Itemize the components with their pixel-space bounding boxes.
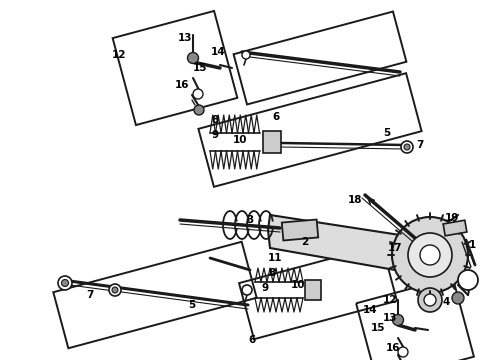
Circle shape (188, 53, 198, 63)
Circle shape (392, 315, 403, 325)
Polygon shape (443, 220, 467, 236)
Circle shape (418, 288, 442, 312)
Text: 14: 14 (363, 305, 377, 315)
Circle shape (62, 279, 69, 287)
Circle shape (404, 144, 410, 150)
Text: 16: 16 (386, 343, 400, 353)
Circle shape (408, 233, 452, 277)
Polygon shape (263, 131, 280, 153)
Text: 17: 17 (388, 243, 402, 253)
Text: 15: 15 (193, 63, 207, 73)
Circle shape (398, 347, 408, 357)
Circle shape (242, 285, 252, 295)
Text: 9: 9 (262, 283, 269, 293)
Text: 18: 18 (348, 195, 362, 205)
Polygon shape (268, 215, 420, 270)
Text: 8: 8 (269, 268, 275, 278)
Text: 19: 19 (445, 213, 459, 223)
Circle shape (58, 276, 72, 290)
Text: 14: 14 (211, 47, 225, 57)
Text: 12: 12 (112, 50, 126, 60)
Text: 1: 1 (468, 240, 476, 250)
Text: 12: 12 (383, 295, 397, 305)
Text: 11: 11 (268, 253, 282, 263)
Circle shape (458, 270, 478, 290)
Circle shape (401, 141, 413, 153)
Text: 10: 10 (291, 280, 305, 290)
Circle shape (424, 294, 436, 306)
Polygon shape (282, 220, 318, 240)
Text: 8: 8 (211, 115, 219, 125)
Text: 2: 2 (301, 237, 309, 247)
Circle shape (452, 292, 464, 304)
Circle shape (420, 245, 440, 265)
Circle shape (194, 105, 204, 115)
Text: 15: 15 (371, 323, 385, 333)
Text: 5: 5 (383, 128, 391, 138)
Text: 5: 5 (188, 300, 196, 310)
Circle shape (109, 284, 121, 296)
Text: 13: 13 (383, 313, 397, 323)
Text: 13: 13 (178, 33, 192, 43)
Polygon shape (305, 280, 321, 300)
Circle shape (242, 51, 250, 59)
Text: 9: 9 (212, 130, 219, 140)
Circle shape (112, 287, 118, 293)
Text: 3: 3 (246, 215, 254, 225)
Text: 7: 7 (86, 290, 94, 300)
Text: 4: 4 (442, 297, 450, 307)
Circle shape (392, 217, 468, 293)
Text: 16: 16 (175, 80, 189, 90)
Circle shape (193, 89, 203, 99)
Text: 7: 7 (416, 140, 424, 150)
Text: 6: 6 (272, 112, 280, 122)
Text: 10: 10 (233, 135, 247, 145)
Text: 6: 6 (248, 335, 256, 345)
